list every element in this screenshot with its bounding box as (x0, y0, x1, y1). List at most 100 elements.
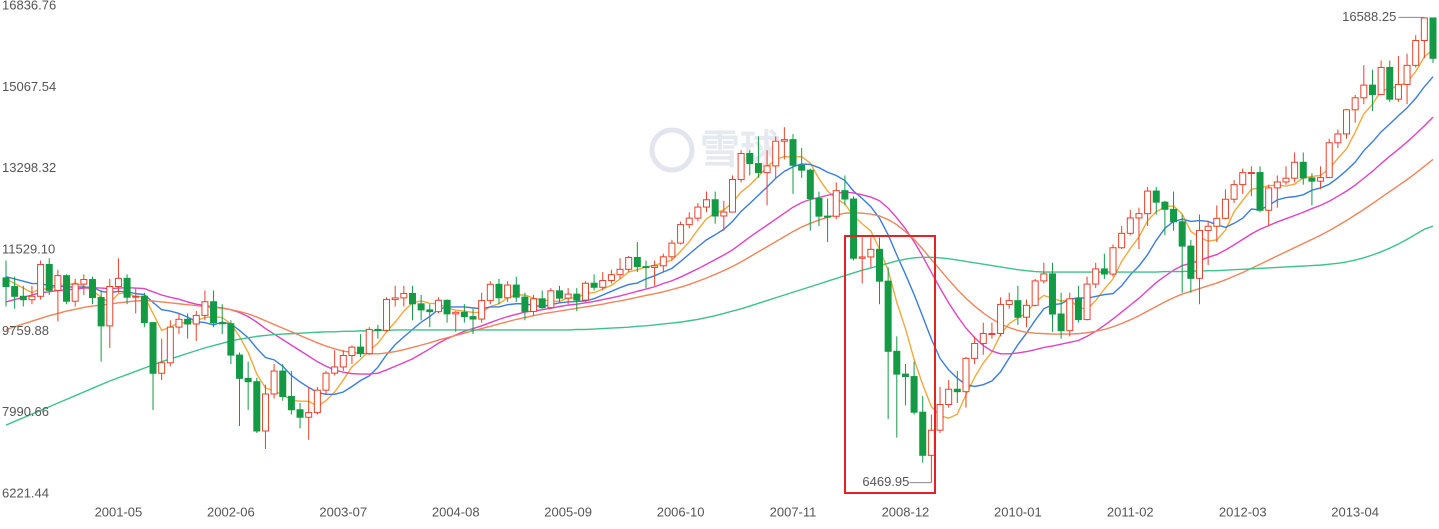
x-tick-label: 2012-03 (1219, 504, 1267, 519)
candle-body (97, 297, 105, 327)
candle-body (616, 268, 624, 276)
candle-body (339, 355, 347, 368)
candles (2, 17, 1437, 483)
candle-body (1368, 84, 1376, 96)
y-tick-label: 15067.54 (2, 79, 56, 94)
candle-body (945, 388, 953, 406)
candle-body (253, 381, 261, 432)
candle-body (607, 274, 615, 282)
candle-body (1204, 225, 1212, 231)
candle-body (71, 283, 79, 302)
candle-body (400, 292, 408, 299)
x-tick-label: 2002-06 (207, 504, 255, 519)
candle-body (832, 190, 840, 217)
candle-body (642, 266, 650, 269)
ma-line (5, 48, 1434, 419)
x-tick-label: 2008-12 (882, 504, 930, 519)
candle-body (1178, 221, 1186, 247)
candle-body (417, 303, 425, 311)
candle-body (322, 372, 330, 391)
candle-body (590, 282, 598, 288)
candle-body (728, 178, 736, 213)
x-tick-label: 2001-05 (95, 504, 143, 519)
candle-body (383, 298, 391, 331)
candle-body (313, 389, 321, 414)
candle-body (659, 256, 667, 267)
candle-body (279, 370, 287, 398)
candle-body (910, 376, 918, 413)
candle-body (772, 140, 780, 167)
ma-line (5, 116, 1434, 375)
candle-body (1109, 247, 1117, 275)
candle-body (218, 322, 226, 325)
candle-body (54, 275, 62, 291)
candle-body (512, 284, 520, 298)
candle-body (1074, 298, 1082, 321)
ma-line (5, 225, 1434, 426)
candle-body (1221, 198, 1229, 219)
candle-body (997, 303, 1005, 334)
candle-body (426, 309, 434, 313)
candle-body (651, 265, 659, 268)
candle-body (210, 301, 218, 324)
candle-body (270, 370, 278, 395)
candle-body (201, 301, 209, 316)
candle-body (1195, 229, 1203, 279)
candle-body (1152, 190, 1160, 203)
candle-body (1394, 83, 1402, 100)
candle-body (1273, 181, 1281, 189)
candle-body (763, 165, 771, 174)
candle-body (720, 211, 728, 217)
candle-body (504, 284, 512, 299)
candle-body (625, 256, 633, 270)
candle-body (149, 322, 157, 374)
candle-body (1265, 187, 1273, 211)
y-tick-label: 16836.76 (2, 0, 56, 12)
candle-body (1187, 245, 1195, 279)
candle-body (573, 293, 581, 301)
candle-body (1031, 280, 1039, 306)
candle-body (1299, 161, 1307, 179)
candle-body (460, 311, 468, 318)
candle-body (780, 139, 788, 142)
candle-body (19, 295, 27, 301)
candle-body (927, 429, 935, 456)
highlight-box (844, 235, 936, 494)
candle-body (1048, 273, 1056, 315)
candle-body (184, 318, 192, 325)
candle-body (1247, 172, 1255, 175)
x-tick-label: 2003-07 (319, 504, 367, 519)
candle-body (123, 277, 131, 298)
y-tick-label: 6221.44 (2, 485, 49, 500)
candle-body (1083, 283, 1091, 321)
candle-body (1170, 208, 1178, 223)
candle-body (806, 169, 814, 199)
candle-body (746, 153, 754, 165)
candle-body (901, 373, 909, 378)
candle-body (971, 342, 979, 359)
candle-body (1377, 66, 1385, 96)
candle-body (1343, 109, 1351, 135)
max-label: 16588.25 (1342, 9, 1396, 24)
candle-body (114, 277, 122, 288)
candle-body (581, 282, 589, 301)
candle-body (858, 256, 866, 259)
ma-line (5, 76, 1434, 396)
candle-body (236, 354, 244, 379)
y-tick-label: 13298.32 (2, 160, 56, 175)
candle-body (132, 295, 140, 298)
candle-body (1282, 177, 1290, 183)
candle-body (1161, 201, 1169, 210)
candle-body (1066, 298, 1074, 332)
candle-body (434, 299, 442, 313)
candle-body (175, 318, 183, 328)
candle-body (711, 199, 719, 217)
candle-body (530, 298, 538, 312)
candle-body (1023, 304, 1031, 318)
candle-body (80, 279, 88, 285)
candle-body (495, 283, 503, 299)
candle-body (521, 296, 529, 312)
candle-body (166, 326, 174, 364)
y-tick-label: 9759.88 (2, 323, 49, 338)
candle-body (936, 404, 944, 431)
